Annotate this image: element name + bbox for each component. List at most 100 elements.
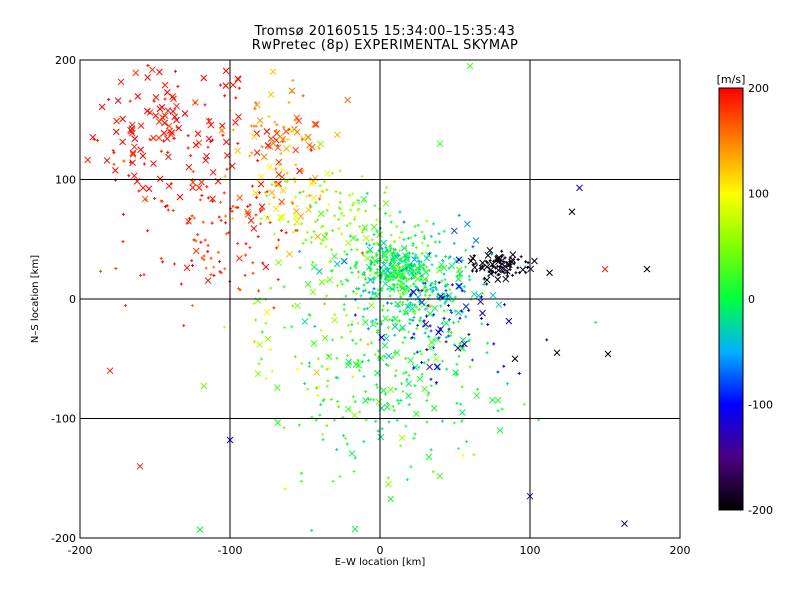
- data-point-plus: [429, 384, 433, 388]
- data-point-plus: [401, 341, 405, 345]
- data-point-plus: [376, 329, 380, 333]
- data-point-plus: [362, 353, 366, 357]
- data-point-plus: [190, 214, 194, 218]
- data-point-plus: [500, 269, 504, 273]
- data-point-plus: [397, 279, 401, 283]
- data-point-plus: [218, 83, 222, 87]
- data-point-plus: [385, 401, 389, 405]
- data-point-plus: [251, 261, 255, 265]
- data-point-plus: [427, 358, 431, 362]
- data-point-plus: [428, 324, 432, 328]
- data-point-x: [527, 265, 535, 273]
- data-point-plus: [357, 360, 361, 364]
- data-point-plus: [379, 226, 383, 230]
- data-point-plus: [385, 185, 389, 189]
- data-point-x: [272, 205, 280, 213]
- data-point-plus: [290, 90, 294, 94]
- data-point-plus: [430, 290, 434, 294]
- data-point-plus: [256, 235, 260, 239]
- data-point-plus: [201, 220, 205, 224]
- data-point-plus: [364, 390, 368, 394]
- data-point-plus: [395, 286, 399, 290]
- data-point-plus: [293, 118, 297, 122]
- data-point-x: [234, 75, 242, 83]
- data-point-plus: [244, 242, 248, 246]
- data-point-x: [308, 180, 316, 187]
- data-point-plus: [453, 309, 457, 313]
- data-point-x: [273, 130, 281, 137]
- data-point-x: [508, 258, 516, 266]
- data-point-plus: [435, 287, 439, 291]
- data-point-x: [130, 172, 138, 180]
- data-point-plus: [436, 295, 440, 299]
- data-point-plus: [400, 382, 404, 386]
- data-point-plus: [337, 404, 341, 408]
- data-point-plus: [317, 147, 321, 151]
- data-point-plus: [417, 307, 421, 311]
- data-point-x: [209, 195, 216, 203]
- data-point-x: [170, 95, 177, 103]
- data-point-plus: [426, 244, 430, 248]
- data-point-plus: [354, 263, 358, 267]
- data-point-x: [478, 264, 486, 272]
- data-point-plus: [415, 246, 419, 250]
- data-point-plus: [375, 322, 379, 326]
- data-point-plus: [408, 322, 412, 326]
- data-point-plus: [295, 204, 299, 208]
- data-point-x: [494, 276, 502, 283]
- data-point-plus: [338, 169, 342, 173]
- data-point-x: [223, 152, 231, 159]
- data-point-plus: [254, 213, 258, 217]
- data-point-plus: [412, 332, 416, 336]
- data-point-plus: [236, 242, 240, 246]
- data-point-x: [344, 96, 352, 104]
- data-point-plus: [96, 138, 100, 142]
- data-point-plus: [369, 398, 373, 402]
- data-point-plus: [411, 290, 415, 294]
- data-point-plus: [353, 313, 357, 317]
- data-point-plus: [402, 265, 406, 269]
- data-point-x: [473, 392, 481, 399]
- chart-title: Tromsø 20160515 15:34:00–15:35:43: [254, 24, 516, 39]
- data-point-plus: [270, 183, 274, 187]
- data-point-plus: [392, 409, 396, 413]
- data-point-plus: [199, 240, 203, 244]
- data-point-plus: [314, 386, 318, 390]
- data-point-plus: [433, 240, 437, 244]
- data-point-plus: [366, 327, 370, 331]
- data-point-x: [440, 264, 448, 272]
- data-point-plus: [490, 252, 494, 256]
- data-point-plus: [321, 438, 325, 442]
- data-point-x: [509, 256, 516, 264]
- data-point-x: [131, 143, 138, 151]
- data-point-plus: [357, 201, 361, 205]
- data-point-plus: [351, 338, 355, 342]
- data-point-x: [392, 315, 399, 323]
- data-point-plus: [359, 338, 363, 342]
- data-point-x: [209, 168, 217, 176]
- data-point-plus: [353, 400, 357, 404]
- data-point-plus: [273, 232, 277, 236]
- data-point-plus: [392, 247, 396, 251]
- data-point-plus: [265, 190, 269, 194]
- data-point-plus: [415, 327, 419, 331]
- data-point-plus: [387, 317, 391, 321]
- data-point-plus: [517, 372, 521, 376]
- data-point-x: [601, 265, 609, 273]
- data-point-x: [222, 82, 230, 89]
- data-point-plus: [400, 230, 404, 234]
- data-point-plus: [391, 278, 395, 282]
- data-point-plus: [412, 282, 416, 286]
- data-point-plus: [277, 218, 281, 222]
- x-tick-label: -200: [68, 544, 93, 557]
- x-tick-label: 0: [377, 544, 384, 557]
- data-point-plus: [413, 233, 417, 237]
- data-point-plus: [505, 274, 509, 278]
- data-point-plus: [346, 279, 350, 283]
- data-point-x: [430, 404, 438, 412]
- data-point-plus: [440, 279, 444, 283]
- data-point-plus: [272, 196, 276, 200]
- data-point-plus: [361, 289, 365, 293]
- data-point-x: [232, 119, 239, 126]
- data-point-plus: [231, 204, 235, 208]
